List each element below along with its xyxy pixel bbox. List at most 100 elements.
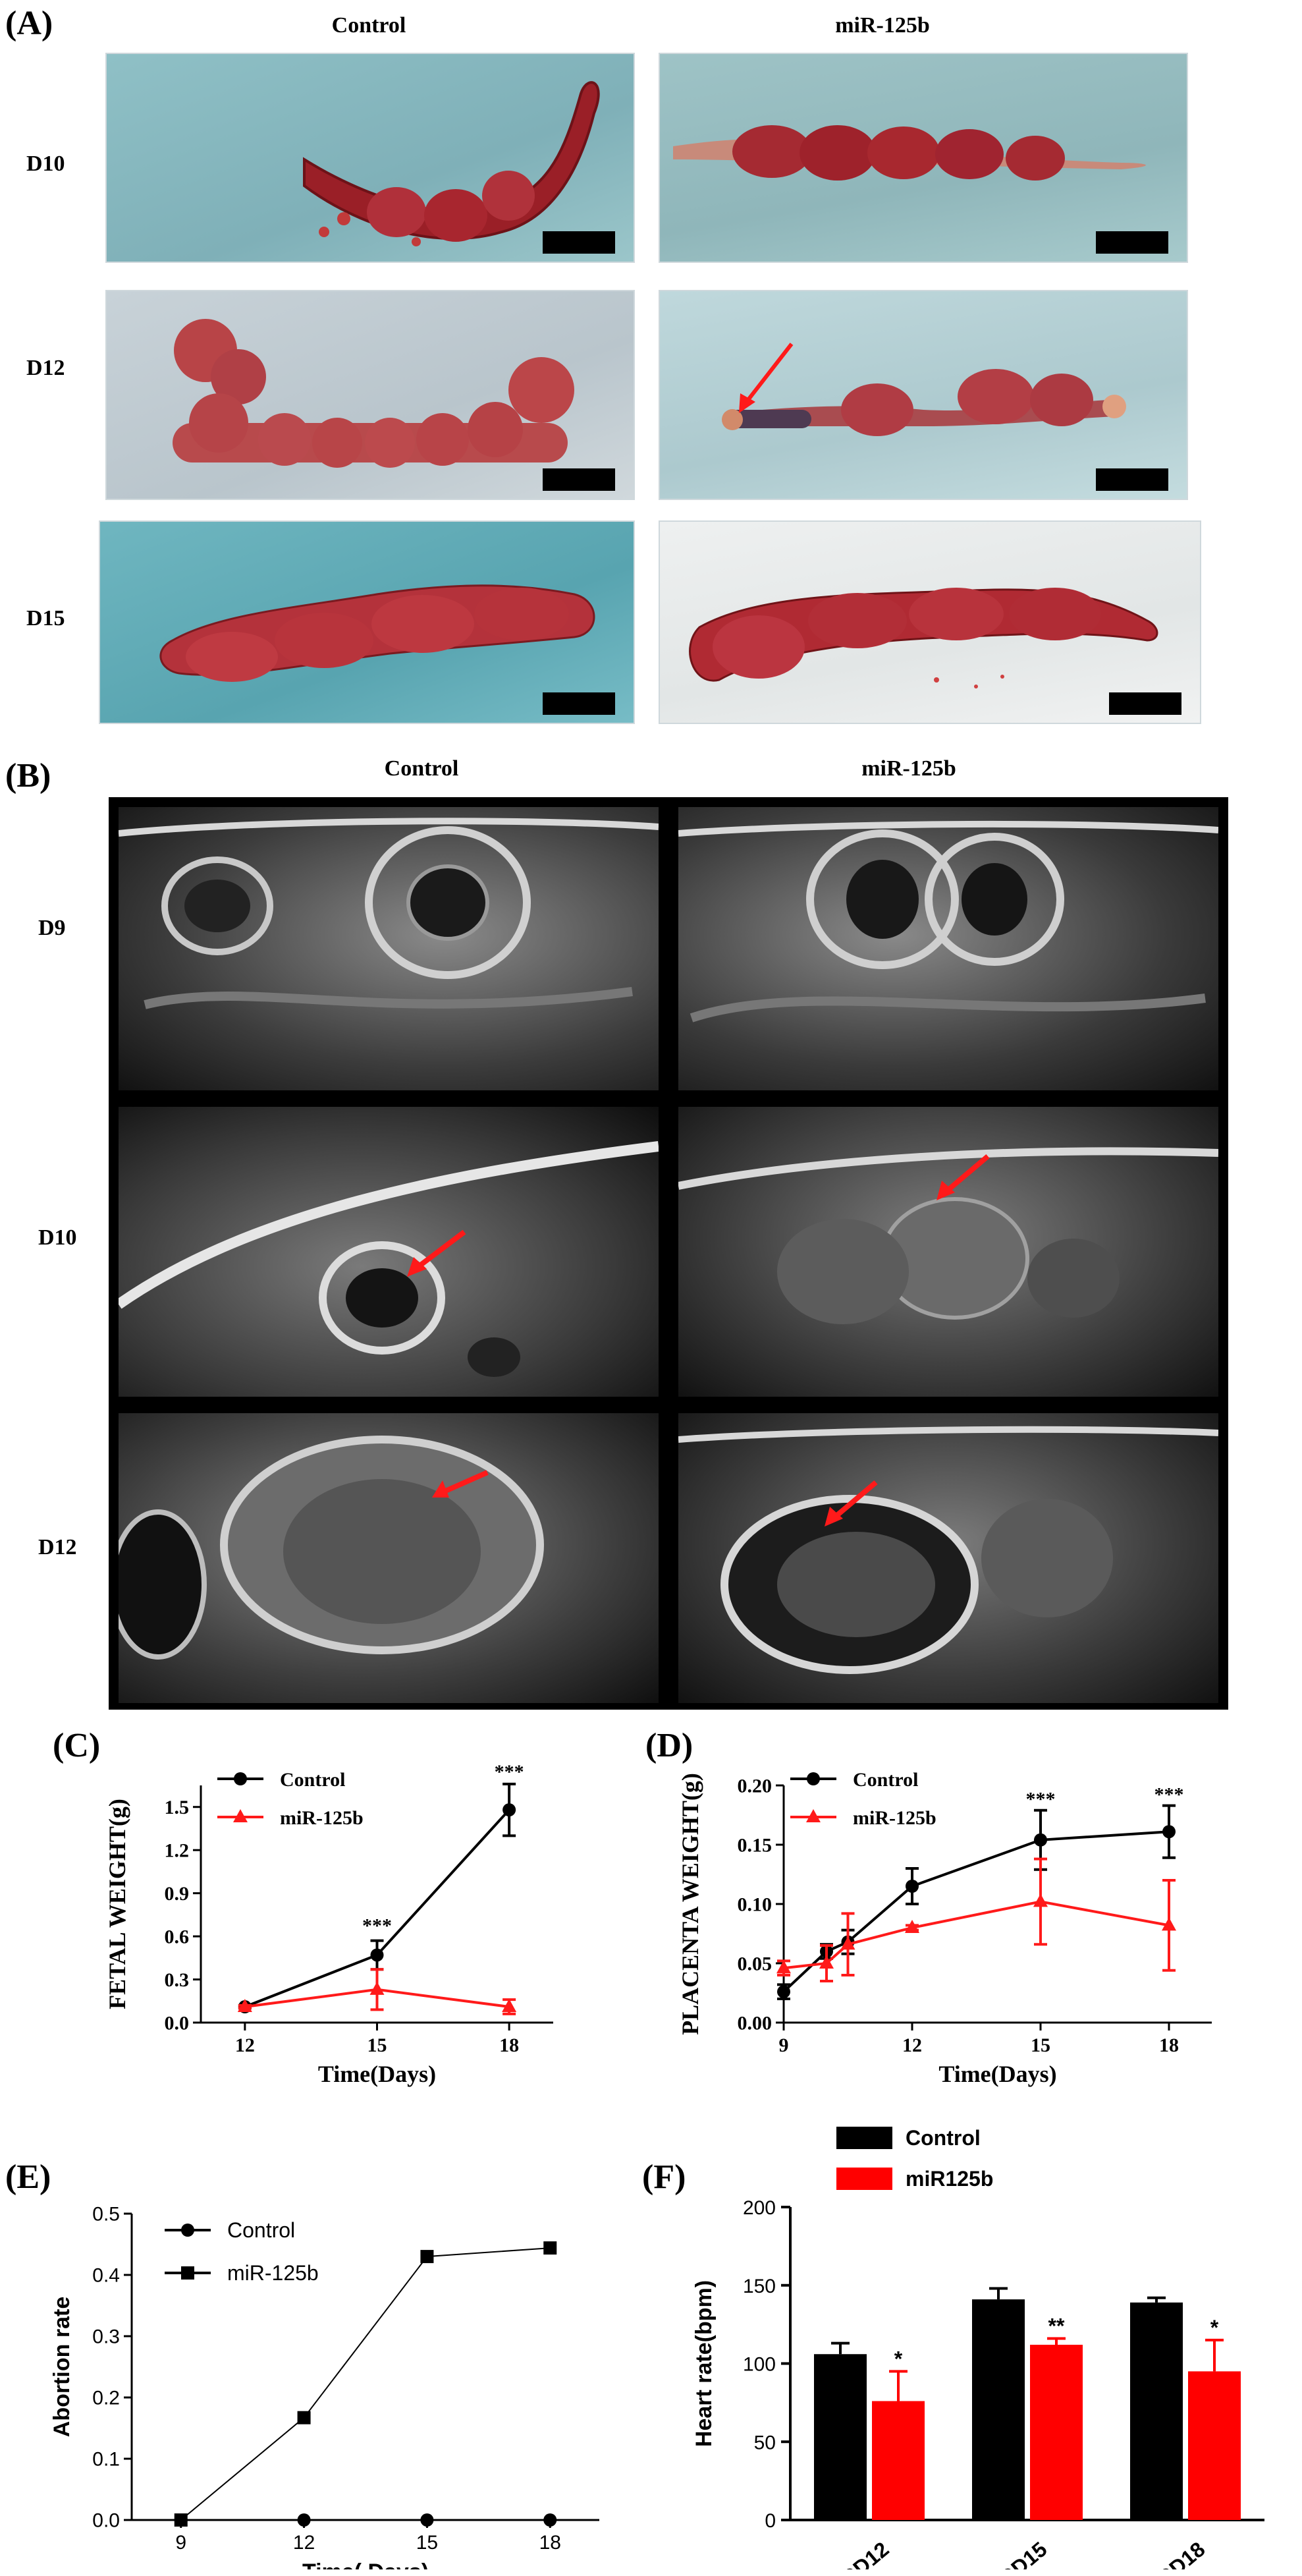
ultrasound-control-d9-image — [119, 818, 659, 1009]
legend-label-Control: Control — [906, 2126, 981, 2150]
data-point-miR-125b — [543, 2241, 557, 2255]
y-tick-label: 1.2 — [165, 1840, 190, 1862]
y-tick-label: 0.0 — [165, 2013, 190, 2034]
ultrasound-control-d10-image — [119, 1141, 659, 1377]
scale-bar — [1096, 468, 1168, 491]
y-axis-label: FETAL WEIGHT(g) — [104, 1799, 130, 2009]
x-tick-label: 18 — [499, 2034, 519, 2056]
y-axis-label: PLACENTA WEIGHT(g) — [677, 1773, 703, 2035]
panel-a-row-d12: D12 — [26, 356, 65, 380]
ultrasound-control-d12-image — [119, 1436, 544, 1660]
x-tick-label: 18 — [539, 2532, 561, 2554]
y-tick-label: 0.4 — [92, 2265, 120, 2287]
photo-control-d15 — [99, 520, 635, 724]
panel-a-label: (A) — [5, 5, 53, 42]
panel-b-row-d12: D12 — [38, 1535, 77, 1559]
scale-bar — [543, 231, 615, 254]
bar-miR125b-GD15 — [1030, 2345, 1083, 2520]
data-point-miR-125b — [369, 1981, 385, 1995]
data-point-Control — [420, 2513, 434, 2527]
legend-label-Control: Control — [280, 1769, 345, 1791]
category-label: GD18 — [1152, 2537, 1209, 2569]
data-point-miR-125b — [905, 1920, 919, 1933]
scale-bar — [1096, 231, 1168, 254]
panel-b-col-control: Control — [384, 756, 459, 781]
data-point-miR-125b — [776, 1960, 791, 1974]
x-tick-label: 15 — [1031, 2034, 1050, 2056]
bar-miR125b-GD12 — [872, 2401, 925, 2520]
ultrasound-control-d9 — [119, 807, 659, 1090]
data-point-Control — [1162, 1825, 1176, 1839]
panel-b-row-d9: D9 — [38, 916, 66, 940]
y-tick-label: 0 — [765, 2510, 776, 2532]
ultrasound-control-d12 — [119, 1413, 659, 1703]
panel-b-row-d10: D10 — [38, 1225, 77, 1250]
data-point-miR-125b — [1162, 1917, 1176, 1931]
y-tick-label: 0.15 — [738, 1835, 773, 1857]
data-point-miR-125b — [420, 2250, 434, 2264]
legend-marker-miR-125b — [233, 1809, 248, 1822]
legend-swatch-Control — [836, 2127, 892, 2149]
uterus-mir-d12 — [722, 343, 1126, 436]
ultrasound-mir-d12-image — [678, 1426, 1218, 1674]
scale-bar — [1109, 692, 1181, 715]
y-tick-label: 0.2 — [92, 2388, 120, 2409]
uterus-control-d12 — [173, 319, 574, 468]
y-tick-label: 0.3 — [165, 1969, 190, 1991]
data-point-Control — [502, 1803, 516, 1817]
photo-control-d12 — [105, 290, 635, 500]
significance-label: * — [894, 2347, 903, 2370]
panel-a-col-control: Control — [331, 13, 406, 38]
y-tick-label: 0.6 — [165, 1926, 190, 1948]
series-line-miR-125b — [180, 2247, 551, 2521]
series-line-miR-125b — [783, 1900, 1170, 1970]
x-tick-label: 15 — [416, 2532, 438, 2554]
y-tick-label: 100 — [743, 2354, 776, 2376]
y-tick-label: 0.20 — [738, 1776, 773, 1797]
x-tick-label: 9 — [175, 2532, 186, 2554]
series-line-Control — [782, 1830, 1170, 1993]
y-tick-label: 150 — [743, 2276, 776, 2297]
legend-marker-Control — [181, 2224, 194, 2237]
bar-Control-GD15 — [972, 2299, 1025, 2520]
x-tick-label: 9 — [779, 2034, 789, 2056]
panel-a-row-d10: D10 — [26, 152, 65, 176]
significance-label: ** — [1048, 2314, 1065, 2338]
bar-miR125b-GD18 — [1188, 2371, 1241, 2520]
photo-mir-d10 — [659, 53, 1188, 263]
x-axis-label: Time(Days) — [318, 2061, 436, 2087]
panel-a-col-mir: miR-125b — [835, 13, 930, 38]
legend-label-miR125b: miR125b — [906, 2167, 993, 2191]
legend-label-miR-125b: miR-125b — [280, 1807, 364, 1829]
ultrasound-mir-d12 — [678, 1413, 1218, 1703]
legend-label-miR-125b: miR-125b — [853, 1807, 936, 1829]
data-point-miR-125b — [174, 2513, 188, 2527]
photo-mir-d15 — [659, 520, 1201, 724]
data-point-Control — [370, 1948, 384, 1962]
legend-label-miR-125b: miR-125b — [227, 2261, 319, 2285]
x-tick-label: 18 — [1159, 2034, 1179, 2056]
panel-a-row-d15: D15 — [26, 606, 65, 630]
ultrasound-mir-d9 — [678, 807, 1218, 1090]
ultrasound-mir-d10-image — [678, 1147, 1218, 1324]
x-tick-label: 12 — [293, 2532, 315, 2554]
significance-label: *** — [1154, 1783, 1184, 1805]
uterus-control-d10 — [303, 81, 600, 246]
category-label: GD12 — [836, 2537, 893, 2569]
x-axis-label: Time(Days) — [938, 2061, 1056, 2087]
legend-label-Control: Control — [227, 2218, 295, 2242]
significance-label: * — [1210, 2316, 1219, 2339]
y-tick-label: 200 — [743, 2197, 776, 2219]
chart-heart-rate: 0 50 100 150 200 Heart rate(bpm) GD12 GD15 GD18 *… — [692, 2126, 1264, 2569]
data-point-miR-125b — [840, 1936, 855, 1950]
y-tick-label: 50 — [754, 2432, 776, 2453]
legend-swatch-miR125b — [836, 2168, 892, 2190]
photo-control-d10 — [105, 53, 635, 263]
y-tick-label: 0.5 — [92, 2204, 120, 2226]
legend-marker-Control — [234, 1772, 247, 1785]
legend-label-Control: Control — [853, 1769, 918, 1791]
data-point-Control — [777, 1985, 790, 1999]
ultrasound-mir-d10 — [678, 1107, 1218, 1397]
y-axis-label: Abortion rate — [49, 2297, 74, 2437]
data-point-Control — [297, 2513, 311, 2527]
